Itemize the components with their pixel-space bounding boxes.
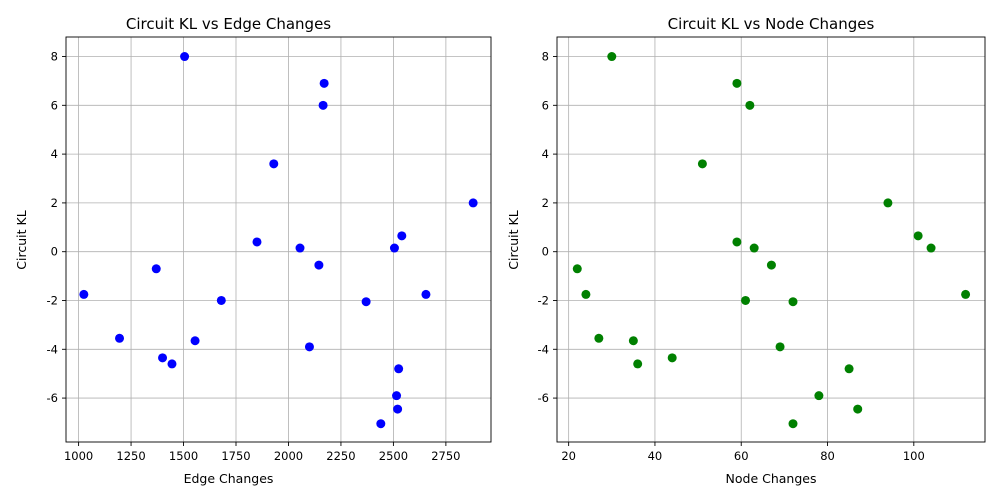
data-point bbox=[376, 419, 386, 429]
data-point bbox=[961, 289, 971, 299]
y-tick-label: -4 bbox=[538, 342, 549, 356]
data-point bbox=[304, 342, 314, 352]
plot-frame bbox=[556, 36, 986, 443]
data-point bbox=[394, 364, 404, 374]
y-tick-label: 0 bbox=[51, 245, 58, 259]
data-point bbox=[314, 260, 324, 270]
x-tick-label: 1000 bbox=[64, 449, 93, 463]
y-tick-label: 2 bbox=[51, 196, 58, 210]
data-point bbox=[361, 297, 371, 307]
data-point bbox=[788, 419, 798, 429]
data-point bbox=[741, 295, 751, 305]
data-point bbox=[628, 336, 638, 346]
data-point bbox=[607, 52, 617, 62]
y-tick-label: 2 bbox=[542, 196, 549, 210]
data-point bbox=[468, 198, 478, 208]
data-point bbox=[115, 333, 125, 343]
x-tick-label: 1750 bbox=[221, 449, 250, 463]
y-tick-label: -6 bbox=[47, 391, 58, 405]
data-point bbox=[397, 231, 407, 241]
data-point bbox=[167, 359, 177, 369]
x-tick-label: 60 bbox=[734, 449, 749, 463]
y-tick-label: -2 bbox=[47, 293, 58, 307]
edge-changes-panel: Circuit KL vs Edge Changes Edge Changes … bbox=[14, 15, 492, 486]
data-point bbox=[732, 78, 742, 88]
x-tick-label: 80 bbox=[820, 449, 835, 463]
y-tick-label: 8 bbox=[51, 50, 58, 64]
data-point bbox=[883, 198, 893, 208]
axis-ticks: 1000 1250 1500 1750 2000 2250 2500 2750 -6 -4 -2 0 2… bbox=[47, 50, 461, 463]
y-tick-label: 4 bbox=[542, 147, 549, 161]
x-axis-label: Node Changes bbox=[726, 471, 817, 486]
grid-lines bbox=[557, 37, 985, 442]
chart-title: Circuit KL vs Node Changes bbox=[668, 15, 875, 33]
data-point bbox=[269, 159, 279, 169]
chart-title: Circuit KL vs Edge Changes bbox=[126, 15, 331, 33]
x-tick-label: 2750 bbox=[431, 449, 460, 463]
data-point bbox=[572, 264, 582, 274]
x-tick-label: 2000 bbox=[274, 449, 303, 463]
y-axis-label: Circuit KL bbox=[506, 210, 521, 269]
data-point bbox=[633, 359, 643, 369]
data-point bbox=[926, 243, 936, 253]
node-changes-panel: Circuit KL vs Node Changes Node Changes … bbox=[506, 15, 986, 486]
y-tick-label: -6 bbox=[538, 391, 549, 405]
x-tick-label: 1250 bbox=[116, 449, 145, 463]
data-point bbox=[913, 231, 923, 241]
data-point bbox=[392, 391, 402, 401]
plot-frame bbox=[65, 36, 492, 443]
data-point bbox=[180, 52, 190, 62]
data-point bbox=[190, 336, 200, 346]
data-point bbox=[151, 264, 161, 274]
data-point bbox=[594, 333, 604, 343]
data-point bbox=[844, 364, 854, 374]
x-tick-label: 20 bbox=[561, 449, 576, 463]
data-point bbox=[393, 404, 403, 414]
data-point bbox=[775, 342, 785, 352]
data-point bbox=[252, 237, 262, 247]
data-point bbox=[749, 243, 759, 253]
data-point bbox=[732, 237, 742, 247]
data-point bbox=[421, 289, 431, 299]
data-point bbox=[79, 289, 89, 299]
axis-ticks: 20 40 60 80 100 -6 -4 -2 0 2 4 6 8 bbox=[538, 50, 925, 463]
data-point bbox=[295, 243, 305, 253]
x-tick-label: 40 bbox=[648, 449, 663, 463]
data-point bbox=[216, 295, 226, 305]
y-tick-label: -2 bbox=[538, 293, 549, 307]
data-point bbox=[318, 100, 328, 110]
y-axis-label: Circuit KL bbox=[14, 210, 29, 269]
y-tick-label: 8 bbox=[542, 50, 549, 64]
data-point bbox=[667, 353, 677, 363]
y-tick-label: 0 bbox=[542, 245, 549, 259]
x-axis-label: Edge Changes bbox=[184, 471, 274, 486]
data-point bbox=[319, 78, 329, 88]
y-tick-label: 6 bbox=[51, 98, 58, 112]
x-tick-label: 1500 bbox=[169, 449, 198, 463]
y-tick-label: -4 bbox=[47, 342, 58, 356]
data-point bbox=[581, 289, 591, 299]
data-point bbox=[745, 100, 755, 110]
data-point bbox=[697, 159, 707, 169]
scatter-points bbox=[572, 52, 971, 429]
y-tick-label: 4 bbox=[51, 147, 58, 161]
x-tick-label: 2250 bbox=[326, 449, 355, 463]
data-point bbox=[389, 243, 399, 253]
x-tick-label: 100 bbox=[903, 449, 925, 463]
data-point bbox=[814, 391, 824, 401]
y-tick-label: 6 bbox=[542, 98, 549, 112]
x-tick-label: 2500 bbox=[379, 449, 408, 463]
data-point bbox=[853, 404, 863, 414]
data-point bbox=[158, 353, 168, 363]
grid-lines bbox=[66, 37, 491, 442]
data-point bbox=[766, 260, 776, 270]
data-point bbox=[788, 297, 798, 307]
scatter-points bbox=[79, 52, 478, 429]
